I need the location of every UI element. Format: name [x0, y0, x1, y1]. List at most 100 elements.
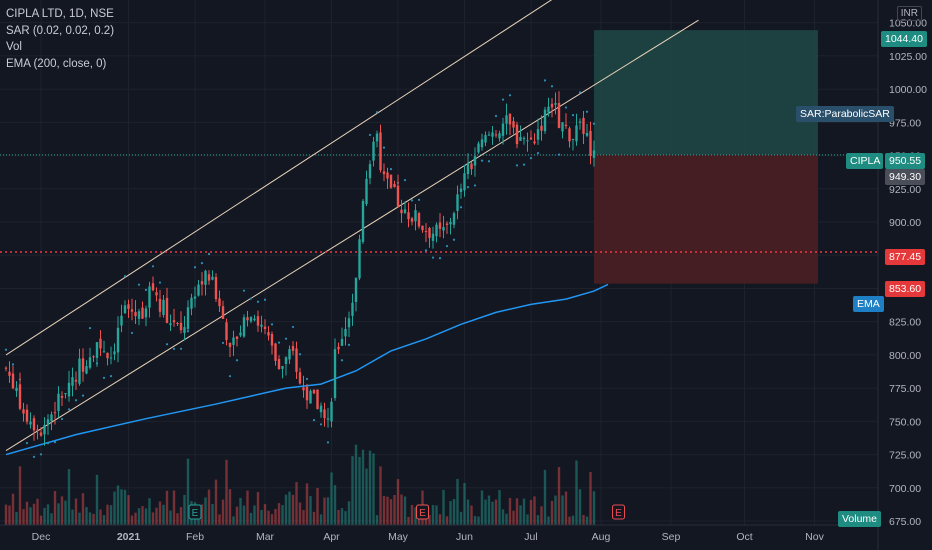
candle-body	[235, 336, 239, 340]
volume-bar	[186, 458, 190, 525]
volume-bar	[242, 505, 246, 525]
candle-body	[242, 317, 246, 337]
volume-bar	[249, 512, 253, 525]
volume-bar	[57, 503, 60, 525]
volume-bar	[113, 491, 116, 525]
volume-bar	[484, 499, 487, 525]
legend-ema[interactable]: EMA (200, close, 0)	[6, 57, 107, 70]
x-tick-label: Jul	[524, 531, 537, 543]
volume-bar	[582, 514, 585, 525]
candle-body	[193, 296, 197, 299]
candle-body	[519, 136, 522, 141]
position-zones[interactable]	[0, 30, 878, 284]
volume-bar	[109, 505, 113, 525]
volume-bar	[18, 466, 22, 525]
legend-sar[interactable]: SAR (0.02, 0.02, 0.2)	[6, 24, 115, 37]
candle-body	[554, 103, 557, 105]
volume-bar	[396, 479, 400, 525]
sar-dot	[263, 298, 267, 301]
volume-bar	[155, 507, 158, 525]
candle-body	[120, 315, 123, 326]
sar-dot	[207, 252, 211, 256]
volume-bar	[221, 499, 225, 525]
sar-dot	[487, 160, 491, 163]
volume-bar	[15, 512, 18, 525]
candle-body	[323, 409, 326, 419]
volume-bar	[60, 496, 64, 525]
candle-body	[326, 418, 330, 420]
volume-bar	[144, 508, 148, 525]
x-tick-label: 2021	[117, 531, 141, 543]
sar-dot	[536, 151, 540, 155]
sar-dot	[501, 98, 505, 101]
candle-body	[67, 382, 71, 397]
candle-body	[270, 333, 274, 346]
candle-body	[407, 212, 410, 220]
candle-body	[249, 317, 253, 322]
candle-body	[505, 115, 508, 124]
volume-bar	[288, 491, 291, 525]
volume-bar	[78, 512, 81, 525]
volume-bar	[522, 498, 526, 525]
legend-vol[interactable]: Vol	[6, 41, 22, 53]
last-price-label: 950.55	[885, 153, 926, 169]
sar-dot	[326, 441, 330, 444]
x-tick-label: May	[388, 531, 409, 543]
candle-body	[575, 125, 578, 142]
sar-dot	[102, 376, 106, 379]
candle-body	[134, 311, 137, 317]
volume-bar	[141, 506, 144, 525]
sar-dot	[256, 300, 260, 303]
candle-body	[442, 227, 445, 231]
candle-body	[589, 130, 592, 156]
sar-dot	[4, 348, 8, 351]
volume-bar	[529, 499, 533, 525]
volume-bar	[116, 485, 120, 525]
volume-bar	[561, 495, 564, 525]
volume-bar	[358, 456, 361, 525]
sar-dot	[375, 111, 379, 114]
volume-bar	[480, 490, 484, 525]
candle-body	[190, 297, 193, 309]
candle-body	[312, 389, 316, 394]
candle-body	[183, 327, 186, 333]
y-tick-label: 750.00	[889, 416, 921, 428]
x-tick-label: Apr	[323, 531, 340, 543]
volume-bar	[92, 513, 95, 525]
candle-body	[431, 233, 435, 241]
sar-tag: SAR:ParabolicSAR	[796, 106, 894, 122]
sar-dot	[67, 408, 71, 411]
candle-body	[375, 133, 379, 142]
candle-body	[403, 209, 407, 213]
earnings-marker: E	[416, 504, 429, 520]
candle-body	[578, 121, 582, 123]
volume-bar	[498, 490, 501, 525]
candle-body	[281, 366, 284, 369]
volume-bar	[487, 495, 491, 525]
grid	[0, 0, 878, 525]
earnings-marker-letter: E	[419, 508, 426, 519]
candle-body	[197, 284, 200, 296]
volume-bar	[389, 499, 393, 525]
volume-bar	[435, 505, 438, 525]
volume-bar	[547, 516, 550, 525]
legend-symbol[interactable]: CIPLA LTD, 1D, NSE	[6, 8, 114, 20]
candle-body	[358, 239, 361, 279]
candle-body	[547, 106, 550, 113]
volume-bar	[270, 514, 274, 525]
volume-bar	[319, 514, 323, 525]
volume-bar	[4, 504, 8, 525]
volume-bar	[200, 504, 204, 525]
candle-body	[284, 357, 288, 364]
sar-dot	[242, 289, 246, 292]
volume-bar	[106, 504, 109, 525]
candle-body	[207, 274, 211, 281]
candle-body	[57, 393, 60, 411]
volume-bar	[466, 499, 470, 525]
parallel-channel[interactable]	[5, 0, 699, 452]
currency-label[interactable]: INR	[896, 6, 922, 21]
time-axis[interactable]: Dec 2021 Feb Mar Apr May Jun Jul Aug Sep Oct Nov	[0, 524, 878, 543]
volume-bar	[267, 510, 270, 525]
